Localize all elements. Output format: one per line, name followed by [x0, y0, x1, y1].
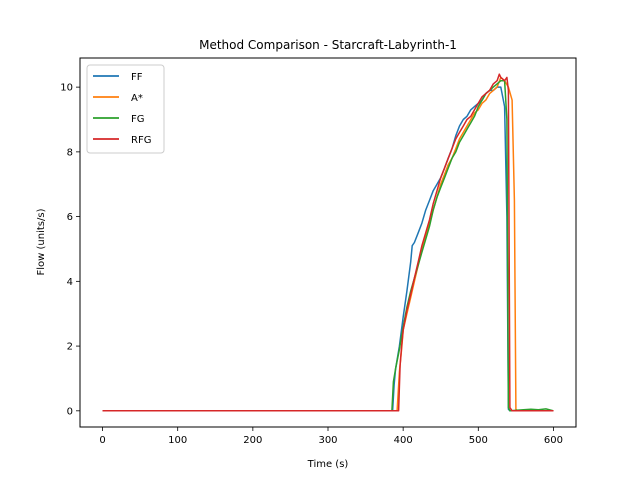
x-axis: 0 100 200 300 400 500 600: [99, 427, 563, 446]
legend-label: FG: [131, 114, 145, 125]
y-tick-label: 6: [67, 212, 73, 223]
series-line-a: [102, 76, 554, 412]
x-tick-label: 400: [394, 435, 413, 446]
plot-area: [102, 73, 554, 412]
x-tick-label: 300: [318, 435, 337, 446]
y-axis: 0 2 4 6 8 10: [60, 83, 80, 417]
x-tick-label: 500: [469, 435, 488, 446]
legend-label: A*: [131, 93, 143, 104]
legend-label: FF: [131, 72, 143, 83]
legend: FF A* FG RFG: [86, 64, 165, 154]
series-line-rfg: [102, 73, 554, 412]
y-tick-label: 10: [60, 83, 73, 94]
x-tick-label: 100: [168, 435, 187, 446]
legend-label: RFG: [131, 135, 151, 146]
legend-box: [86, 64, 165, 154]
x-tick-label: 600: [544, 435, 563, 446]
y-tick-label: 2: [67, 342, 73, 353]
chart-title: Method Comparison - Starcraft-Labyrinth-…: [199, 38, 457, 52]
y-tick-label: 4: [67, 277, 73, 288]
y-tick-label: 8: [67, 147, 73, 158]
x-tick-label: 0: [99, 435, 105, 446]
y-axis-label: Flow (units/s): [36, 208, 47, 275]
y-tick-label: 0: [67, 406, 73, 417]
x-axis-label: Time (s): [307, 459, 349, 470]
x-tick-label: 200: [243, 435, 262, 446]
series-line-fg: [102, 79, 554, 412]
series-line-ff: [102, 86, 554, 412]
